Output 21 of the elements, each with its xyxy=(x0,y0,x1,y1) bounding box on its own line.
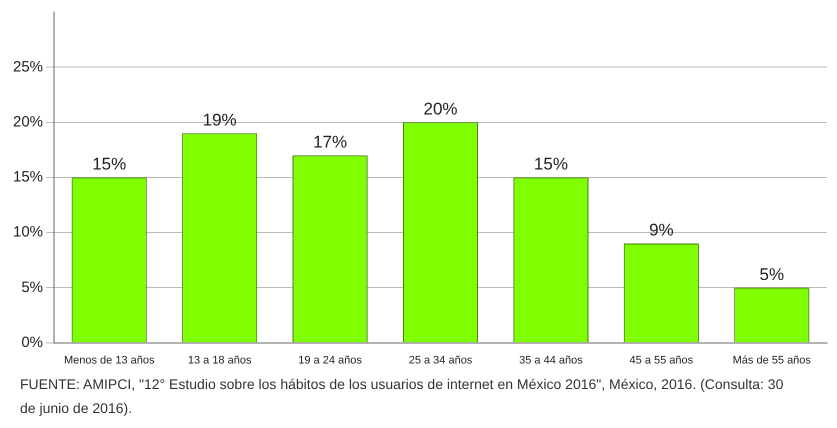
y-tick-label: 25% xyxy=(12,58,44,76)
data-label: 15% xyxy=(92,154,126,174)
data-label: 15% xyxy=(534,154,568,174)
x-tick-label: 13 a 18 años xyxy=(188,354,252,366)
source-note: FUENTE: AMIPCI, "12° Estudio sobre los hábitos de los usuarios de internet en México 2016", México, 2016. (Consulta: 30 de junio de 2016). xyxy=(20,375,784,418)
x-tick-label: Más de 55 años xyxy=(732,354,812,366)
x-tick-label: 45 a 55 años xyxy=(630,354,694,366)
y-tick-label: 0% xyxy=(21,334,44,351)
y-tick-label: 15% xyxy=(12,168,44,186)
data-label: 20% xyxy=(423,99,458,118)
x-tick-label: 35 a 44 años xyxy=(519,354,584,366)
data-label: 9% xyxy=(649,220,674,240)
x-tick-label: Menos de 13 años xyxy=(64,354,155,366)
x-tick-label: 25 a 34 años xyxy=(408,354,473,366)
y-tick-label: 5% xyxy=(21,278,44,296)
y-tick-label: 20% xyxy=(12,113,44,130)
data-label: 5% xyxy=(760,264,784,284)
y-tick-label: 10% xyxy=(12,224,44,241)
data-label: 17% xyxy=(313,132,348,152)
x-tick-label: 19 a 24 años xyxy=(298,354,362,366)
data-label: 19% xyxy=(202,110,237,130)
